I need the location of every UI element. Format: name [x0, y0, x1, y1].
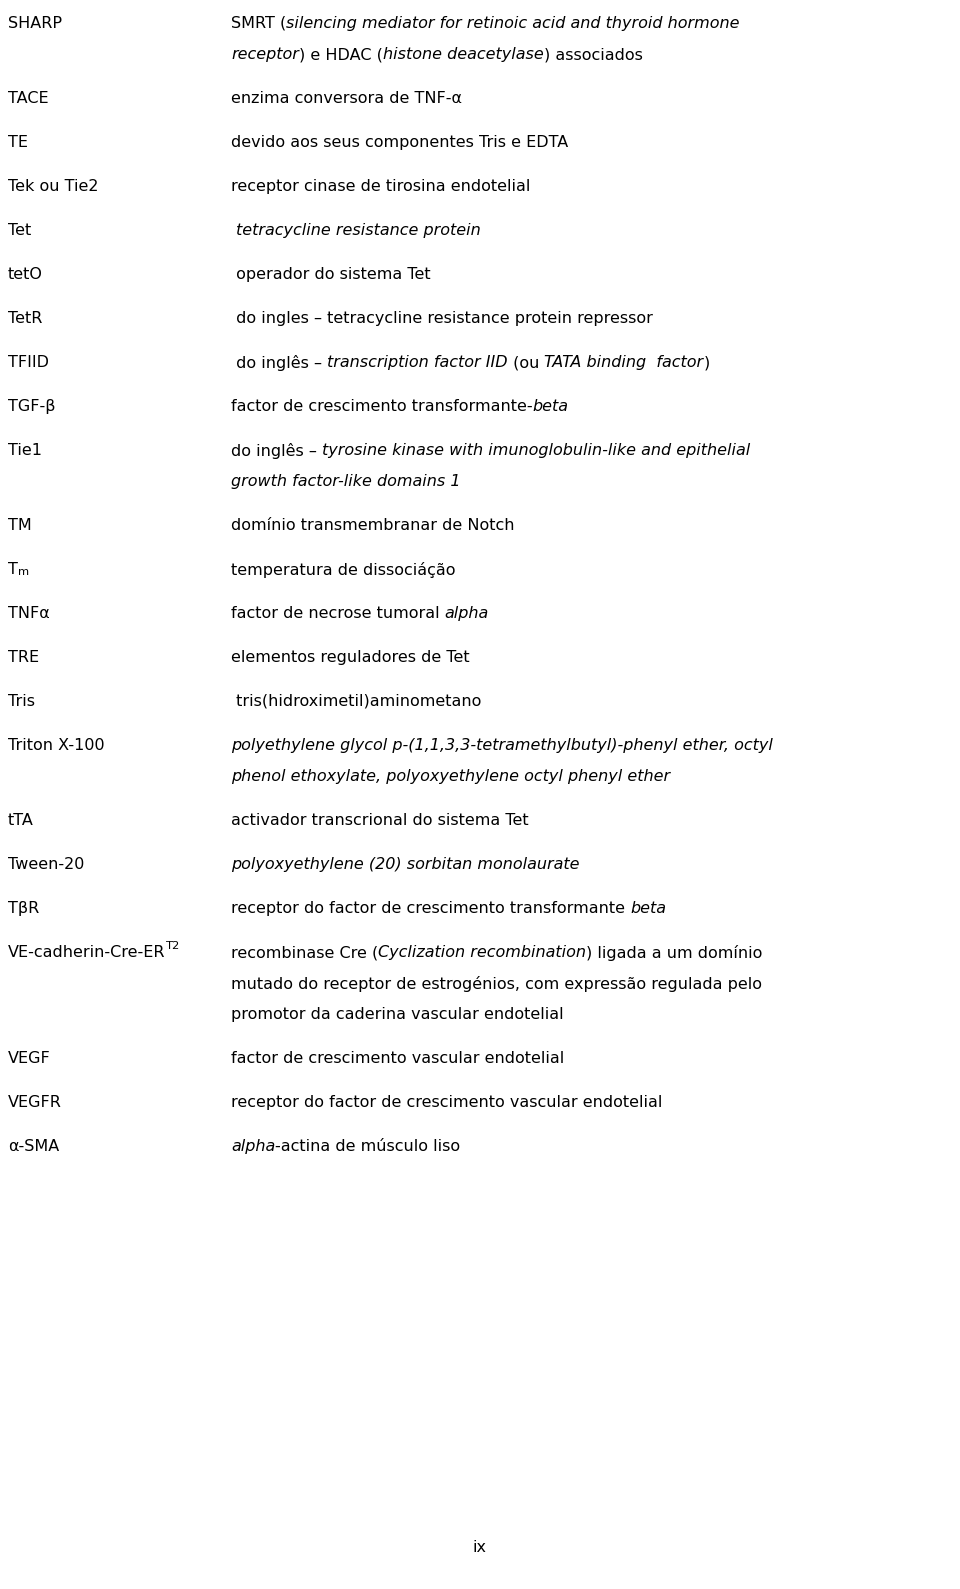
Text: do inglês –: do inglês – [231, 443, 322, 459]
Text: tetO: tetO [8, 267, 43, 281]
Text: VEGF: VEGF [8, 1050, 51, 1066]
Text: TetR: TetR [8, 311, 42, 326]
Text: m: m [18, 567, 29, 577]
Text: alpha: alpha [231, 1139, 276, 1154]
Text: transcription factor IID: transcription factor IID [327, 354, 508, 370]
Text: silencing mediator for retinoic acid and thyroid hormone: silencing mediator for retinoic acid and… [286, 16, 740, 32]
Text: activador transcrional do sistema Tet: activador transcrional do sistema Tet [231, 814, 529, 828]
Text: operador do sistema Tet: operador do sistema Tet [231, 267, 431, 281]
Text: factor de crescimento transformante-: factor de crescimento transformante- [231, 399, 533, 415]
Text: ) associados: ) associados [543, 48, 642, 62]
Text: ) e HDAC (: ) e HDAC ( [299, 48, 383, 62]
Text: ): ) [704, 354, 709, 370]
Text: -actina de músculo liso: -actina de músculo liso [276, 1139, 461, 1154]
Text: TM: TM [8, 518, 32, 532]
Text: tris(hidroximetil)aminometano: tris(hidroximetil)aminometano [231, 694, 481, 709]
Text: receptor: receptor [231, 48, 299, 62]
Text: TGF-β: TGF-β [8, 399, 56, 415]
Text: histone deacetylase: histone deacetylase [383, 48, 543, 62]
Text: TE: TE [8, 135, 28, 149]
Text: growth factor-like domains 1: growth factor-like domains 1 [231, 474, 461, 489]
Text: factor de necrose tumoral: factor de necrose tumoral [231, 605, 444, 621]
Text: beta: beta [533, 399, 568, 415]
Text: devido aos seus componentes Tris e EDTA: devido aos seus componentes Tris e EDTA [231, 135, 568, 149]
Text: (ou: (ou [508, 354, 544, 370]
Text: TRE: TRE [8, 650, 39, 666]
Text: temperatura de dissociáção: temperatura de dissociáção [231, 563, 455, 578]
Text: SMRT (: SMRT ( [231, 16, 286, 32]
Text: receptor do factor de crescimento transformante: receptor do factor de crescimento transf… [231, 901, 630, 915]
Text: promotor da caderina vascular endotelial: promotor da caderina vascular endotelial [231, 1007, 564, 1022]
Text: recombinase Cre (: recombinase Cre ( [231, 945, 378, 960]
Text: do ingles – tetracycline resistance protein repressor: do ingles – tetracycline resistance prot… [231, 311, 653, 326]
Text: Tween-20: Tween-20 [8, 856, 84, 872]
Text: ) ligada a um domínio: ) ligada a um domínio [587, 945, 762, 961]
Text: polyoxyethylene (20) sorbitan monolaurate: polyoxyethylene (20) sorbitan monolaurat… [231, 856, 580, 872]
Text: VEGFR: VEGFR [8, 1095, 61, 1111]
Text: TNFα: TNFα [8, 605, 50, 621]
Text: TACE: TACE [8, 91, 49, 106]
Text: tetracycline resistance protein: tetracycline resistance protein [236, 222, 481, 238]
Text: do inglês –: do inglês – [231, 354, 327, 370]
Text: SHARP: SHARP [8, 16, 62, 32]
Text: TFIID: TFIID [8, 354, 49, 370]
Text: enzima conversora de TNF-α: enzima conversora de TNF-α [231, 91, 462, 106]
Text: TβR: TβR [8, 901, 39, 915]
Text: domínio transmembranar de Notch: domínio transmembranar de Notch [231, 518, 515, 532]
Text: beta: beta [630, 901, 666, 915]
Text: mutado do receptor de estrogénios, com expressão regulada pelo: mutado do receptor de estrogénios, com e… [231, 976, 762, 992]
Text: α-SMA: α-SMA [8, 1139, 60, 1154]
Text: factor de crescimento vascular endotelial: factor de crescimento vascular endotelia… [231, 1050, 564, 1066]
Text: VE-cadherin-Cre-ER: VE-cadherin-Cre-ER [8, 945, 165, 960]
Text: T2: T2 [165, 941, 180, 950]
Text: alpha: alpha [444, 605, 489, 621]
Text: TATA binding  factor: TATA binding factor [544, 354, 704, 370]
Text: Triton X-100: Triton X-100 [8, 737, 105, 753]
Text: receptor do factor de crescimento vascular endotelial: receptor do factor de crescimento vascul… [231, 1095, 662, 1111]
Text: Tet: Tet [8, 222, 32, 238]
Text: ix: ix [473, 1540, 487, 1556]
Text: tTA: tTA [8, 814, 34, 828]
Text: Tek ou Tie2: Tek ou Tie2 [8, 180, 99, 194]
Text: tyrosine kinase with imunoglobulin-like and epithelial: tyrosine kinase with imunoglobulin-like … [322, 443, 751, 458]
Text: elementos reguladores de Tet: elementos reguladores de Tet [231, 650, 469, 666]
Text: Cyclization recombination: Cyclization recombination [378, 945, 587, 960]
Text: polyethylene glycol p-(1,1,3,3-tetramethylbutyl)-phenyl ether, octyl: polyethylene glycol p-(1,1,3,3-tetrameth… [231, 737, 773, 753]
Text: phenol ethoxylate, polyoxyethylene octyl phenyl ether: phenol ethoxylate, polyoxyethylene octyl… [231, 769, 670, 783]
Text: Tris: Tris [8, 694, 35, 709]
Text: Tie1: Tie1 [8, 443, 42, 458]
Text: receptor cinase de tirosina endotelial: receptor cinase de tirosina endotelial [231, 180, 530, 194]
Text: T: T [8, 563, 18, 577]
